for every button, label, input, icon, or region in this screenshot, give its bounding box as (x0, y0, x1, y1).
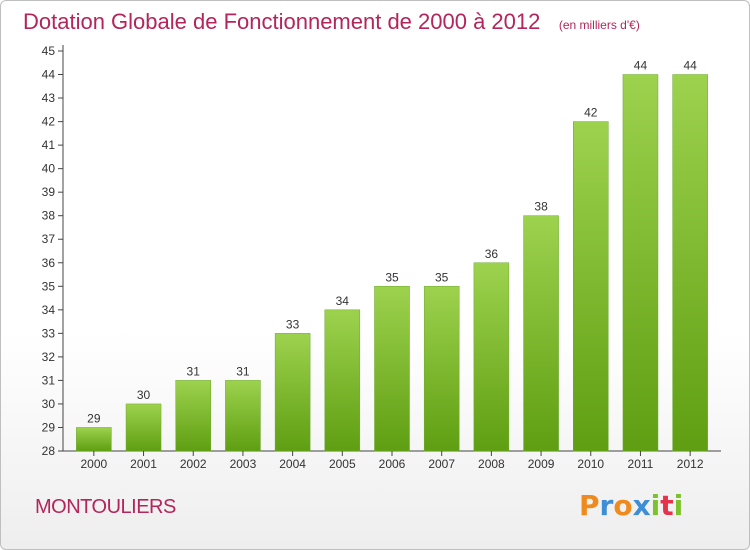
chart-title: Dotation Globale de Fonctionnement de 20… (23, 9, 541, 34)
y-tick-label: 45 (42, 44, 56, 58)
x-tick-label: 2003 (230, 457, 257, 471)
y-tick-label: 40 (42, 162, 56, 176)
bar-value-label: 29 (87, 411, 101, 425)
bar-2009 (523, 215, 559, 452)
proxiti-logo: Proxiti (579, 489, 683, 522)
bar-value-label: 44 (634, 59, 648, 73)
bar-value-label: 44 (683, 59, 697, 73)
x-tick-label: 2000 (80, 457, 107, 471)
y-tick-label: 42 (42, 115, 56, 129)
x-tick-label: 2004 (279, 457, 306, 471)
x-tick-label: 2008 (478, 457, 505, 471)
x-tick-label: 2007 (428, 457, 455, 471)
bar-2000 (76, 427, 112, 452)
bar-value-label: 35 (435, 270, 449, 284)
y-tick-label: 37 (42, 232, 56, 246)
logo-letter: i (673, 489, 684, 522)
y-tick-label: 31 (42, 373, 56, 387)
bar-2008 (473, 262, 510, 452)
bar-value-label: 31 (236, 364, 250, 378)
y-tick-label: 30 (42, 397, 56, 411)
x-tick-label: 2011 (628, 457, 654, 471)
bar-value-label: 35 (385, 270, 399, 284)
logo-letter: o (613, 489, 633, 522)
y-tick-label: 35 (42, 279, 56, 293)
logo-letter: t (660, 489, 674, 522)
bar-value-label: 30 (137, 388, 151, 402)
bar-value-label: 38 (534, 200, 548, 214)
commune-name: MONTOULIERS (35, 496, 176, 518)
bar-value-label: 42 (584, 106, 598, 120)
y-tick-label: 36 (42, 256, 56, 270)
x-tick-label: 2012 (677, 457, 704, 471)
bar-2007 (423, 286, 460, 452)
x-tick-label: 2006 (379, 457, 406, 471)
y-tick-label: 33 (42, 326, 56, 340)
logo-letter: x (632, 489, 651, 522)
bar-2006 (374, 286, 410, 452)
x-tick-label: 2009 (528, 457, 555, 471)
bar-value-label: 36 (485, 247, 499, 261)
bar-value-label: 31 (187, 364, 201, 378)
bar-2003 (225, 380, 261, 452)
x-tick-label: 2002 (180, 457, 207, 471)
y-tick-label: 43 (42, 91, 56, 105)
y-tick-label: 41 (42, 138, 56, 152)
x-tick-label: 2010 (577, 457, 604, 471)
x-tick-label: 2005 (329, 457, 356, 471)
y-tick-label: 28 (42, 444, 56, 458)
y-tick-label: 29 (42, 420, 56, 434)
bar-2012 (672, 74, 708, 452)
bar-2002 (175, 380, 211, 452)
logo-letter: P (579, 489, 600, 522)
x-tick-label: 2001 (130, 457, 157, 471)
y-tick-label: 34 (42, 303, 56, 317)
y-tick-label: 32 (42, 350, 56, 364)
bar-2004 (274, 333, 311, 452)
y-tick-label: 44 (42, 68, 56, 82)
bar-2001 (125, 403, 162, 452)
y-tick-label: 38 (42, 209, 56, 223)
y-tick-label: 39 (42, 185, 56, 199)
bar-value-label: 34 (336, 294, 350, 308)
chart-subtitle: (en milliers d'€) (558, 18, 640, 32)
bar-2011 (622, 74, 659, 452)
logo-letter: i (650, 489, 661, 522)
title-row: Dotation Globale de Fonctionnement de 20… (23, 9, 640, 35)
logo-letter: r (599, 489, 614, 522)
bar-2005 (324, 309, 361, 452)
bar-2010 (573, 121, 609, 452)
bar-value-label: 33 (286, 317, 300, 331)
